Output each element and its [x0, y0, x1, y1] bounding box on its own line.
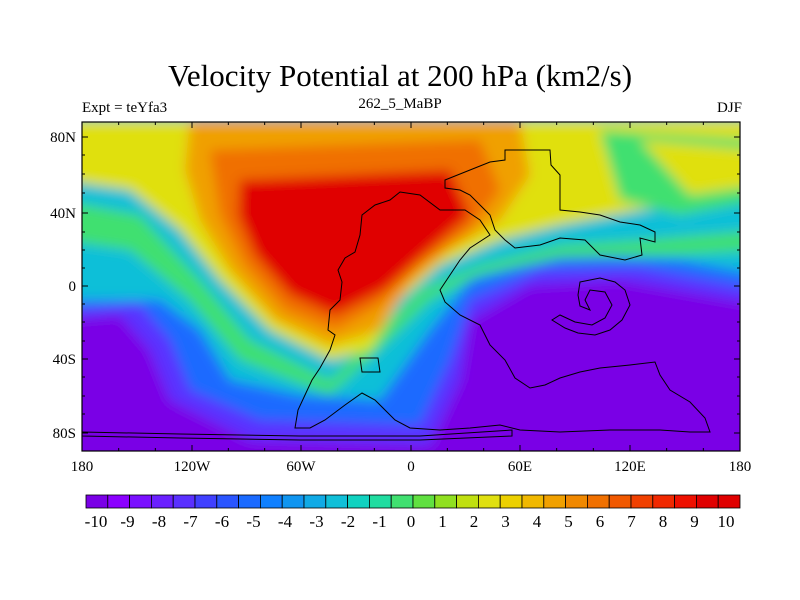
- colorbar-label: -9: [120, 512, 134, 531]
- lon-tick-label: 180: [729, 459, 752, 475]
- colorbar-swatch: [85, 494, 109, 509]
- colorbar-swatch: [347, 494, 370, 509]
- lon-tick-label: 60E: [508, 459, 532, 475]
- colorbar-swatch: [543, 494, 566, 509]
- colorbar-label: 7: [627, 512, 636, 531]
- colorbar-swatch: [390, 494, 414, 509]
- colorbar-swatch: [172, 494, 196, 509]
- field-green-band: [82, 204, 740, 395]
- colorbar-label: 8: [659, 512, 668, 531]
- colorbar-label: 6: [596, 512, 605, 531]
- lon-tick-label: 120E: [614, 459, 646, 475]
- colorbar-swatch: [238, 494, 261, 509]
- colorbar-swatch: [129, 494, 152, 509]
- colorbar-swatch: [521, 494, 545, 509]
- colorbar-label: -4: [278, 512, 293, 531]
- lon-tick-label: 180: [71, 459, 94, 475]
- axis-ticks: 80N 40N 0 40S 80S 180 120W 60W 0 60E 120E 180: [50, 122, 751, 475]
- colorbar-label: -3: [309, 512, 323, 531]
- lon-tick-label: 120W: [174, 459, 212, 475]
- colorbar-label: 2: [470, 512, 479, 531]
- outline-pangaea-west: [294, 191, 711, 433]
- colorbar-swatch: [325, 494, 348, 509]
- lat-tick-label: 80N: [50, 130, 76, 146]
- colorbar-swatch: [303, 494, 327, 509]
- colorbar-label: 4: [533, 512, 542, 531]
- colorbar-label: -10: [85, 512, 108, 531]
- outline-laurasia: [444, 149, 656, 261]
- contour-field: [82, 122, 740, 451]
- colorbar-swatch: [150, 494, 174, 509]
- colorbar-label: 9: [690, 512, 699, 531]
- colorbar-swatch: [717, 494, 741, 509]
- colorbar-swatch: [696, 494, 719, 509]
- continent-outlines: [82, 149, 711, 441]
- colorbar-label: 5: [564, 512, 573, 531]
- colorbar: -10 -9 -8 -7 -6 -5 -4 -3 -2 -1 0 1 2 3 4 5 6 7 8 9 10: [85, 494, 741, 531]
- colorbar-label: -8: [152, 512, 166, 531]
- colorbar-swatch: [107, 494, 131, 509]
- colorbar-swatch: [499, 494, 523, 509]
- map-title: Velocity Potential at 200 hPa (km2/s): [167, 58, 633, 93]
- colorbar-swatch: [281, 494, 305, 509]
- colorbar-swatch: [412, 494, 436, 509]
- colorbar-label: -2: [341, 512, 355, 531]
- colorbar-label: 3: [501, 512, 510, 531]
- field-negative-core: [82, 280, 740, 451]
- colorbar-label: -6: [215, 512, 229, 531]
- colorbar-swatch: [434, 494, 457, 509]
- colorbar-swatch: [674, 494, 697, 509]
- colorbar-label: -5: [246, 512, 260, 531]
- colorbar-label: -1: [372, 512, 386, 531]
- lat-tick-label: 40S: [53, 352, 76, 368]
- colorbar-swatch: [216, 494, 240, 509]
- colorbar-swatch: [194, 494, 218, 509]
- outline-dateline-strip: [82, 429, 513, 441]
- field-positive-red: [238, 170, 470, 315]
- lat-tick-label: 80S: [53, 426, 76, 442]
- lon-tick-label: 0: [407, 459, 415, 475]
- outline-island: [359, 357, 381, 373]
- lat-tick-label: 0: [69, 279, 77, 295]
- outline-inner-loop: [551, 277, 631, 336]
- colorbar-swatch: [368, 494, 392, 509]
- colorbar-label: 1: [438, 512, 447, 531]
- colorbar-label: -7: [183, 512, 198, 531]
- colorbar-swatch: [565, 494, 588, 509]
- lon-tick-label: 60W: [286, 459, 316, 475]
- field-east-yellow: [640, 140, 740, 195]
- colorbar-label: 10: [718, 512, 735, 531]
- season-label: DJF: [716, 100, 742, 116]
- colorbar-swatch: [608, 494, 632, 509]
- colorbar-swatch: [259, 494, 283, 509]
- lat-tick-label: 40N: [50, 206, 76, 222]
- run-label: 262_5_MaBP: [358, 96, 442, 112]
- colorbar-swatch: [630, 494, 654, 509]
- colorbar-swatch: [587, 494, 610, 509]
- colorbar-swatch: [456, 494, 479, 509]
- colorbar-swatch: [477, 494, 501, 509]
- colorbar-swatch: [652, 494, 675, 509]
- colorbar-label: 0: [407, 512, 416, 531]
- experiment-label: Expt = teYfa3: [82, 100, 168, 116]
